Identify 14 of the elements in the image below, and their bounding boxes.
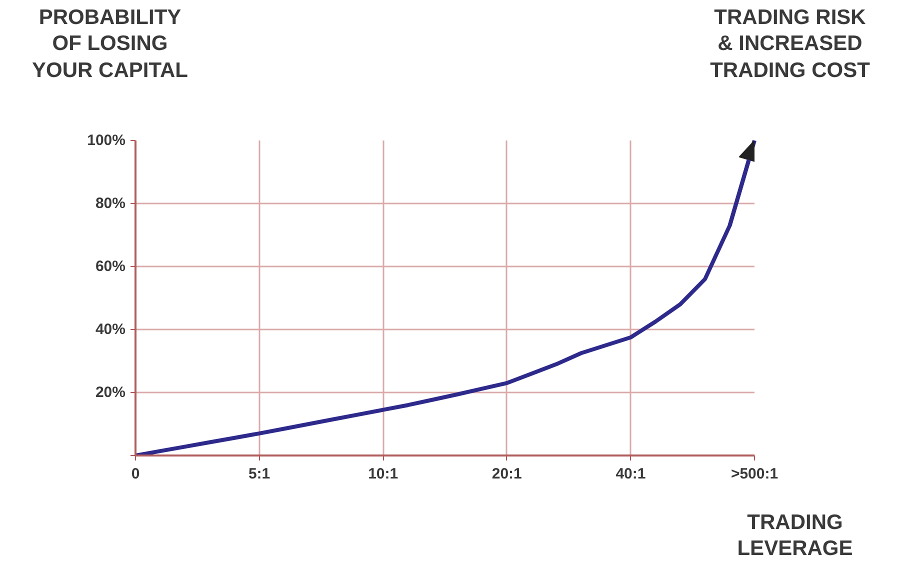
- text: TRADING RISK & INCREASED TRADING COST: [710, 5, 870, 84]
- y-tick-label: 60%: [95, 258, 126, 275]
- x-tick-label: 20:1: [492, 466, 522, 482]
- y-tick-label: 20%: [95, 384, 126, 401]
- x-axis-title: TRADING LEVERAGE: [737, 510, 853, 562]
- x-tick-label: 10:1: [368, 466, 398, 482]
- y-tick-label: 100%: [87, 132, 126, 149]
- y-tick-label: 80%: [95, 195, 126, 212]
- x-tick-label: 40:1: [616, 466, 646, 482]
- x-tick-label: 0: [131, 466, 140, 482]
- y-axis-title: PROBABILITY OF LOSING YOUR CAPITAL: [32, 5, 188, 84]
- x-tick-label: >500:1: [730, 466, 778, 482]
- x-tick-label: 5:1: [248, 466, 270, 482]
- y-tick-label: 40%: [95, 321, 126, 338]
